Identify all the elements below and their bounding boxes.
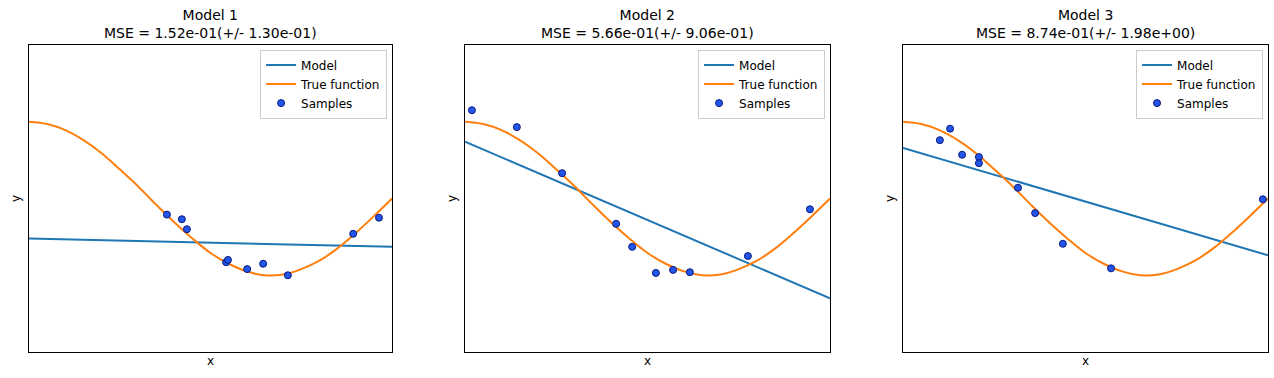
svg-text:x: x [207, 354, 214, 368]
svg-text:Samples: Samples [1177, 97, 1228, 111]
svg-text:y: y [445, 195, 459, 202]
svg-text:Model: Model [739, 59, 775, 73]
svg-text:y: y [9, 195, 23, 202]
svg-text:True function: True function [738, 78, 817, 92]
svg-text:x: x [644, 354, 651, 368]
svg-text:Samples: Samples [301, 97, 352, 111]
svg-text:Model 1MSE = 1.52e-01(+/- 1.30: Model 1MSE = 1.52e-01(+/- 1.30e-01) [104, 7, 317, 41]
svg-text:True function: True function [1176, 78, 1255, 92]
svg-text:Model 2MSE = 5.66e-01(+/- 9.06: Model 2MSE = 5.66e-01(+/- 9.06e-01) [541, 7, 754, 41]
svg-text:Model: Model [301, 59, 337, 73]
svg-text:Model: Model [1177, 59, 1213, 73]
svg-text:Model 3MSE = 8.74e-01(+/- 1.98: Model 3MSE = 8.74e-01(+/- 1.98e+00) [976, 7, 1195, 41]
svg-text:y: y [883, 195, 897, 202]
svg-text:x: x [1082, 354, 1089, 368]
svg-text:True function: True function [300, 78, 379, 92]
svg-text:Samples: Samples [739, 97, 790, 111]
